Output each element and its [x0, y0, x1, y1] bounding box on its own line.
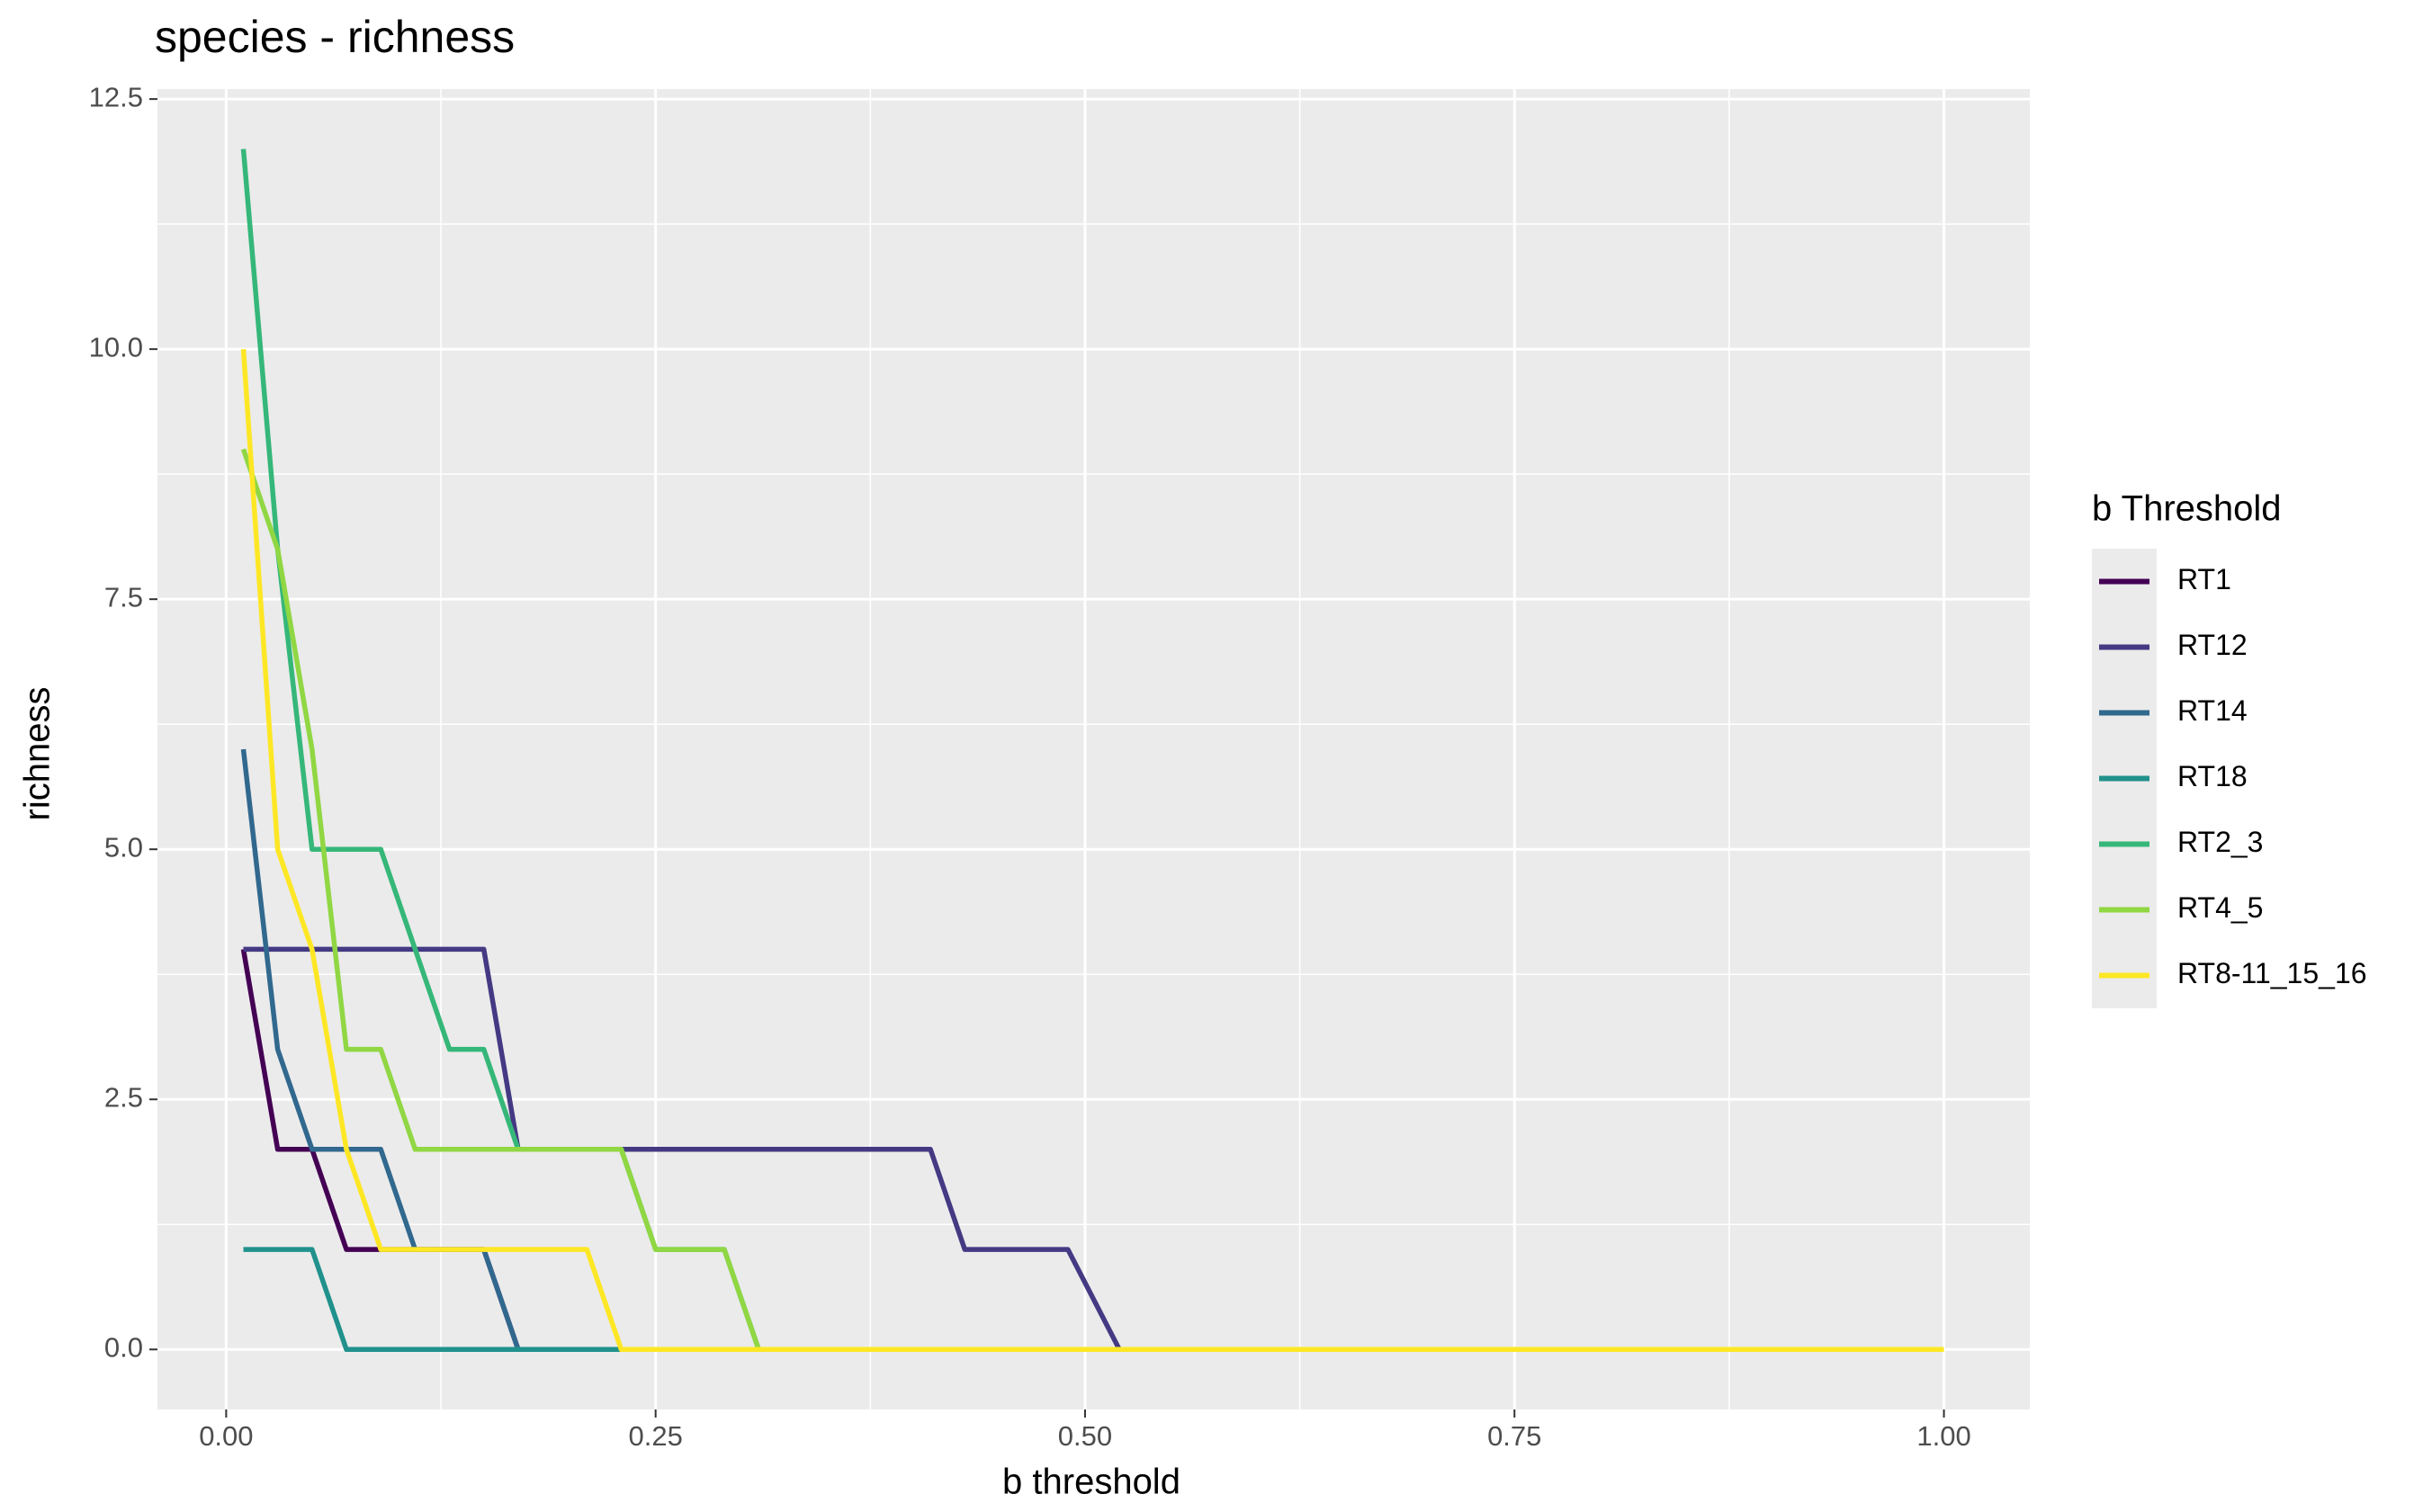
legend-label: RT4_5: [2177, 891, 2263, 924]
series-line: [240, 349, 1944, 1353]
y-tick-label: 7.5: [104, 581, 143, 613]
x-tick-label: 0.00: [199, 1420, 253, 1452]
plot-panel: [157, 89, 2030, 1409]
x-tick-label: 0.50: [1058, 1420, 1112, 1452]
chart-title: species - richness: [155, 12, 515, 62]
x-tick-label: 0.75: [1487, 1420, 1541, 1452]
y-tick-label: 2.5: [104, 1081, 143, 1113]
legend-label: RT8-11_15_16: [2177, 957, 2367, 989]
x-tick-label: 1.00: [1916, 1420, 1970, 1452]
legend-label: RT12: [2177, 629, 2248, 661]
y-tick-label: 12.5: [89, 81, 143, 112]
legend-title: b Threshold: [2092, 489, 2282, 529]
y-tick-label: 10.0: [89, 331, 143, 362]
legend-label: RT1: [2177, 563, 2231, 595]
x-tick-label: 0.25: [628, 1420, 682, 1452]
legend-label: RT2_3: [2177, 826, 2263, 858]
y-tick-label: 0.0: [104, 1331, 143, 1363]
legend-label: RT14: [2177, 694, 2248, 727]
x-axis-title: b threshold: [1002, 1463, 1180, 1502]
y-tick-label: 5.0: [104, 831, 143, 863]
y-axis-title: richness: [18, 687, 58, 821]
legend-label: RT18: [2177, 760, 2248, 792]
